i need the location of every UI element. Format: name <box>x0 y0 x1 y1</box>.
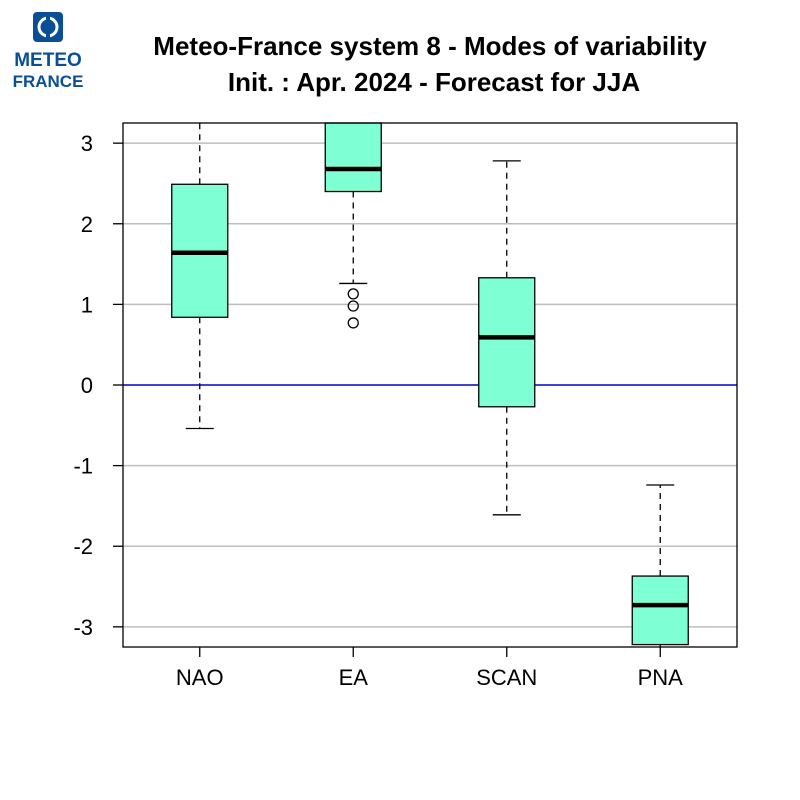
box-iqr <box>478 277 536 408</box>
y-tick-label: 0 <box>81 373 93 398</box>
x-tick-label: PNA <box>638 665 684 690</box>
outlier-point <box>347 288 359 300</box>
x-tick-label: NAO <box>176 665 224 690</box>
x-tick-label: EA <box>339 665 369 690</box>
axes: 3 2 1 0 -1 -2 -3 NAO EA SCAN PNA <box>73 131 683 690</box>
y-tick-label: -3 <box>73 615 93 640</box>
chart-title: Meteo-France system 8 - Modes of variabi… <box>153 31 707 61</box>
y-tick-label: -2 <box>73 534 93 559</box>
box-nao <box>171 123 229 430</box>
box-scan <box>478 160 536 516</box>
box-iqr <box>631 575 689 646</box>
box-pna <box>631 484 689 647</box>
x-tick-label: SCAN <box>476 665 537 690</box>
outlier-point <box>347 317 359 329</box>
meteo-france-logo: METEO FRANCE <box>13 12 84 90</box>
box-series <box>171 122 689 647</box>
outlier-point <box>347 300 359 312</box>
box-iqr <box>324 122 382 193</box>
logo-line2: FRANCE <box>13 72 84 90</box>
plot-frame <box>122 122 738 648</box>
y-tick-label: 1 <box>81 292 93 317</box>
chart-subtitle: Init. : Apr. 2024 - Forecast for JJA <box>228 67 640 97</box>
box-ea <box>324 122 382 329</box>
y-tick-label: 2 <box>81 212 93 237</box>
y-tick-label: 3 <box>81 131 93 156</box>
logo-line1: METEO <box>14 50 82 71</box>
y-tick-label: -1 <box>73 454 93 479</box>
